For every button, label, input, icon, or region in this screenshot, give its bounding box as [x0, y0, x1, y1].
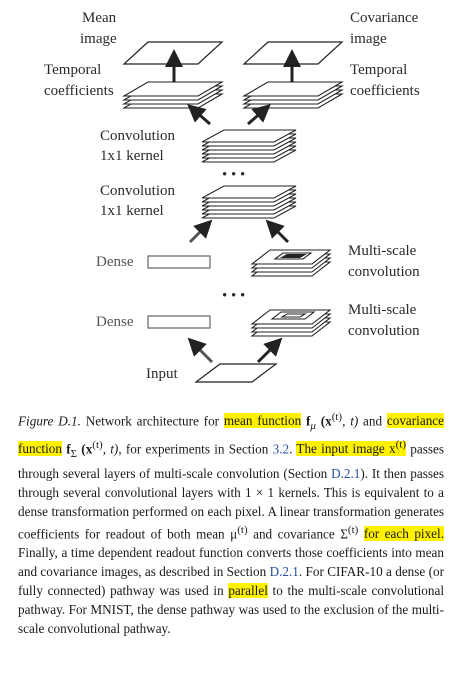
- network-architecture-diagram: Mean image Covariance image Temporal coe…: [44, 10, 422, 383]
- temporal-coefficients-right-label: Temporal coefficients: [350, 62, 420, 99]
- covariance-image-label: Covariance image: [350, 10, 422, 47]
- conv-stack-bottom: [201, 185, 297, 219]
- multiscale-stack-bottom: [250, 309, 332, 337]
- conv-stack-top: [201, 129, 297, 163]
- mean-image-label: Mean image: [80, 10, 120, 47]
- ref-section-d-2-1-b[interactable]: D.2.1: [269, 564, 299, 580]
- dense-block-bottom: [147, 315, 211, 329]
- multiscale-convolution-label-top: Multi-scale convolution: [348, 243, 420, 280]
- temporal-stack-left: [121, 81, 225, 109]
- highlight-input-image: The input image x(t): [296, 439, 407, 457]
- arrow-conv-to-temporal-left: [187, 104, 211, 126]
- highlight-mean-function: mean function: [223, 413, 302, 429]
- temporal-stack-right: [241, 81, 345, 109]
- highlight-parallel: parallel: [228, 583, 268, 599]
- arrow-dense-to-conv: [188, 219, 213, 244]
- arrow-input-to-dense: [187, 337, 214, 364]
- highlight-for-each-pixel: for each pixel.: [363, 526, 444, 542]
- dense-label-bottom: Dense: [96, 314, 134, 330]
- arrow-input-to-multiscale: [256, 337, 283, 364]
- temporal-coefficients-left-label: Temporal coefficients: [44, 62, 114, 99]
- ellipsis-multiscale: • • •: [222, 288, 245, 304]
- dense-label-top: Dense: [96, 254, 134, 270]
- ref-section-d-2-1-a[interactable]: D.2.1: [331, 466, 361, 482]
- multiscale-stack-top: [250, 249, 332, 277]
- arrow-multiscale-to-conv: [265, 219, 290, 244]
- multiscale-convolution-label-bottom: Multi-scale convolution: [348, 302, 420, 339]
- dense-block-top: [147, 255, 211, 269]
- input-image-plane: [194, 363, 278, 383]
- convolution-1x1-label-bottom: Convolution 1x1 kernel: [100, 183, 179, 219]
- arrow-conv-to-temporal-right: [247, 104, 271, 126]
- convolution-1x1-label-top: Convolution 1x1 kernel: [100, 128, 179, 164]
- input-label: Input: [146, 366, 178, 382]
- figure-caption: Figure D.1. Network architecture for mea…: [18, 411, 444, 637]
- figure-label: Figure D.1.: [18, 413, 81, 429]
- ref-section-3-2[interactable]: 3.2: [272, 441, 290, 457]
- ellipsis-conv: • • •: [222, 167, 245, 183]
